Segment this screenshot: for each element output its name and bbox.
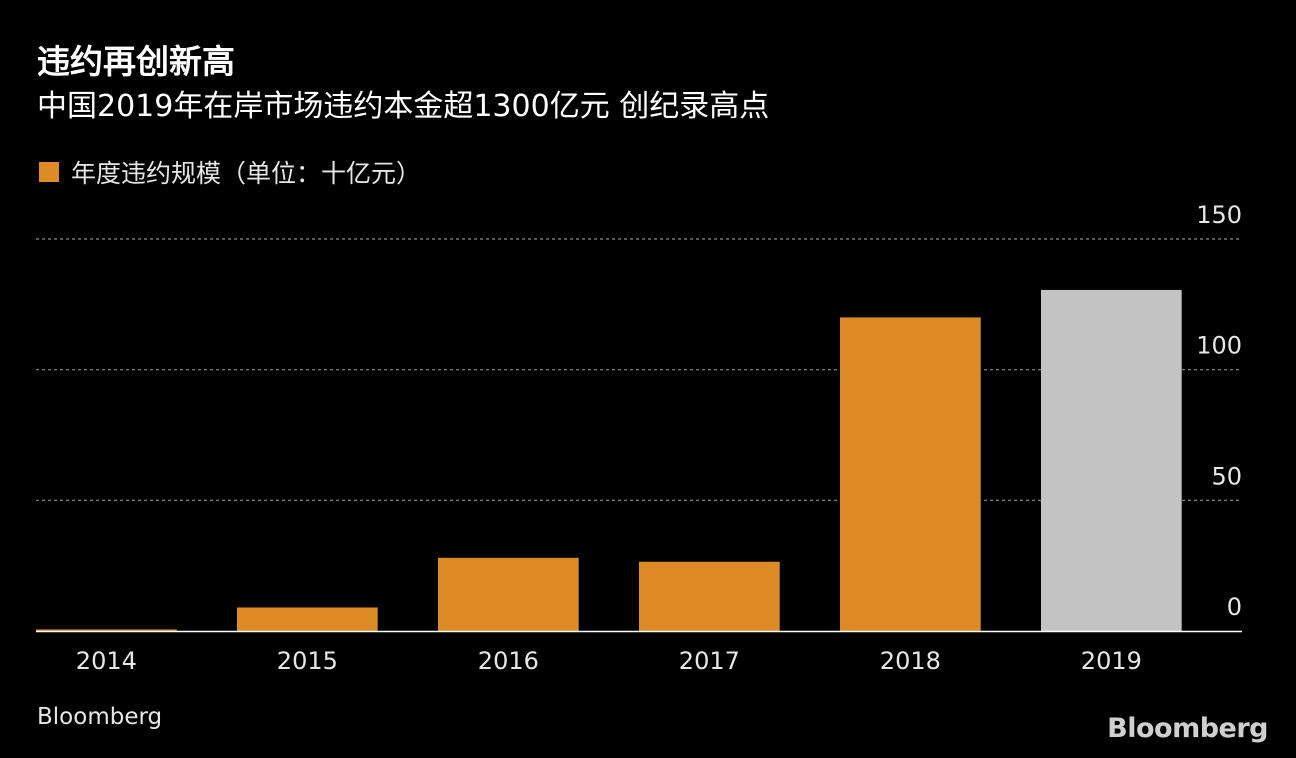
y-tick-label: 50	[1211, 462, 1242, 490]
bar	[840, 317, 981, 631]
x-tick-label: 2015	[277, 647, 338, 675]
legend-swatch	[39, 162, 59, 182]
x-tick-label: 2016	[478, 647, 539, 675]
x-tick-label: 2014	[76, 647, 137, 675]
bar	[36, 629, 177, 631]
chart-subtitle: 中国2019年在岸市场违约本金超1300亿元 创纪录高点	[37, 89, 770, 124]
bar	[639, 561, 780, 631]
bloomberg-logo: Bloomberg	[1107, 713, 1268, 744]
y-tick-label: 100	[1196, 332, 1242, 360]
x-tick-label: 2019	[1081, 647, 1142, 675]
x-tick-label: 2017	[679, 647, 740, 675]
chart-plot: 0 50 100 150 2014 2015 2016 2017 2018 2019	[36, 201, 1242, 675]
legend: 年度违约规模（单位：十亿元）	[39, 152, 421, 192]
y-tick-label: 150	[1196, 201, 1242, 229]
chart-title: 违约再创新高	[37, 42, 235, 81]
source-note: Bloomberg	[37, 704, 163, 730]
bar	[1041, 289, 1182, 631]
bar	[237, 607, 378, 631]
bar	[438, 557, 579, 631]
x-tick-label: 2018	[880, 647, 941, 675]
legend-label: 年度违约规模（单位：十亿元）	[71, 159, 422, 188]
y-tick-label: 0	[1227, 593, 1242, 621]
